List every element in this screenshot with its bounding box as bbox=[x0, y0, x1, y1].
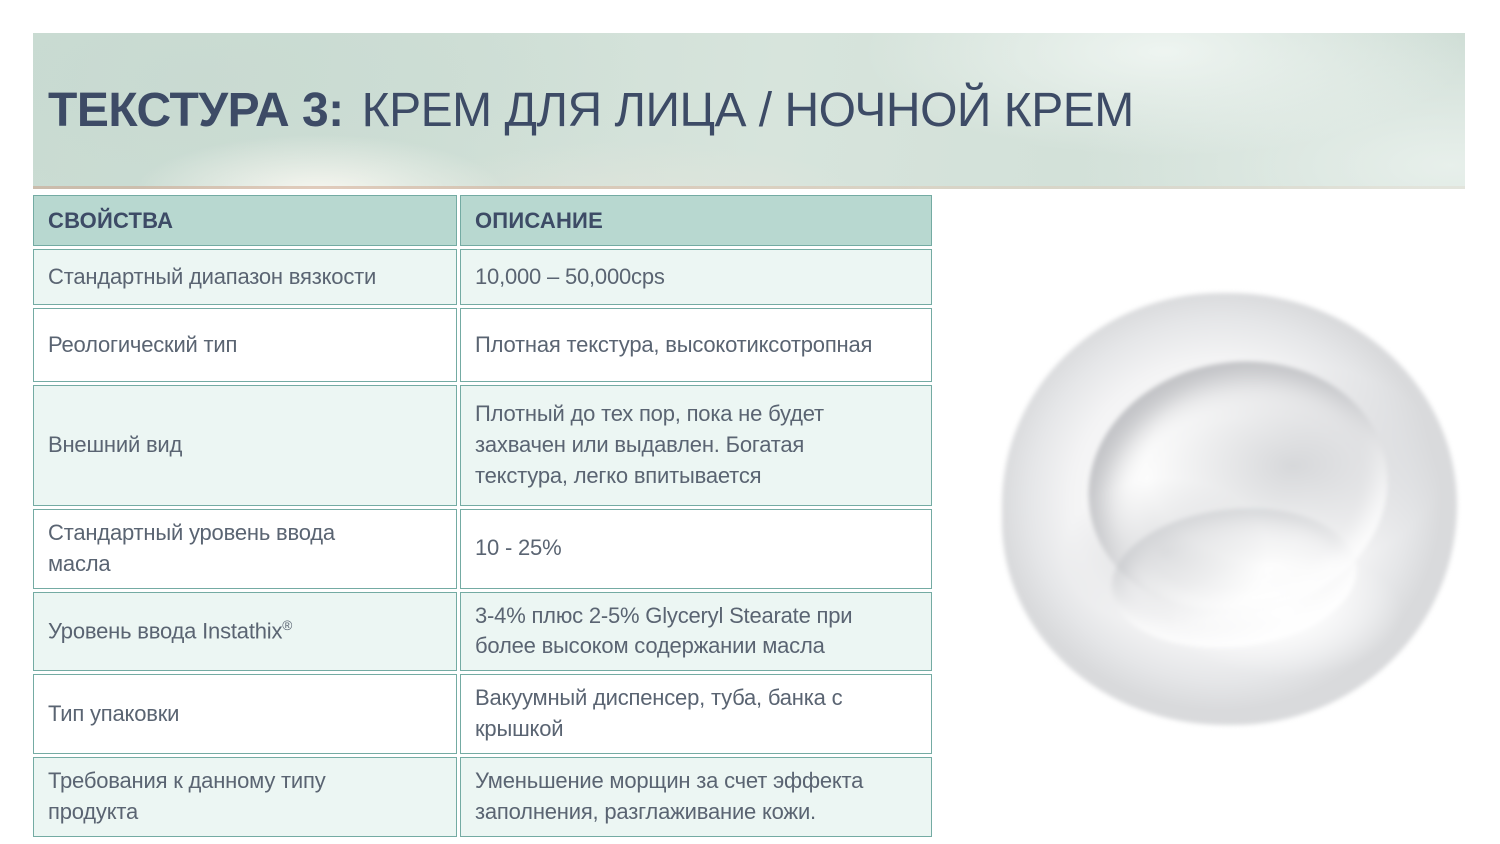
row-description-cell: 10 - 25% bbox=[460, 509, 932, 589]
table-row: Тип упаковки Вакуумный диспенсер, туба, б… bbox=[33, 674, 932, 754]
row-property-cell: Тип упаковки bbox=[33, 674, 457, 754]
row-description-cell: Уменьшение морщин за счет эффекта заполн… bbox=[460, 756, 932, 837]
row-description-cell: Плотный до тех пор, пока не будет захвач… bbox=[460, 385, 932, 506]
row-property-cell: Стандартный уровень ввода масла bbox=[33, 509, 457, 589]
slide-header-band: ТЕКСТУРА 3: КРЕМ ДЛЯ ЛИЦА / НОЧНОЙ КРЕМ bbox=[33, 33, 1465, 189]
row-description-cell: 10,000 – 50,000cps bbox=[460, 249, 932, 305]
page-title-prefix: ТЕКСТУРА 3: bbox=[48, 83, 344, 137]
page-title: ТЕКСТУРА 3: КРЕМ ДЛЯ ЛИЦА / НОЧНОЙ КРЕМ bbox=[33, 83, 1135, 138]
row-description-cell: Вакуумный диспенсер, туба, банка с крышк… bbox=[460, 674, 932, 754]
row-description-cell: Плотная текстура, высокотиксотропная bbox=[460, 308, 932, 382]
column-header-description: ОПИСАНИЕ bbox=[460, 195, 932, 246]
table-row: Уровень ввода Instathix® 3-4% плюс 2-5% G… bbox=[33, 591, 932, 672]
row-description-cell: 3-4% плюс 2-5% Glyceryl Stearate при бол… bbox=[460, 591, 932, 672]
column-header-properties: СВОЙСТВА bbox=[33, 195, 457, 246]
table-row: Внешний вид Плотный до тех пор, пока не б… bbox=[33, 385, 932, 506]
cream-swatch-image bbox=[1002, 293, 1457, 725]
row-property-cell: Требования к данному типу продукта bbox=[33, 756, 457, 837]
row-property-cell: Стандартный диапазон вязкости bbox=[33, 249, 457, 305]
table-row: Требования к данному типу продукта Уменьш… bbox=[33, 756, 932, 837]
properties-table: СВОЙСТВА ОПИСАНИЕ Стандартный диапазон в… bbox=[30, 192, 935, 840]
row-property-cell: Уровень ввода Instathix® bbox=[33, 591, 457, 672]
row-property-cell: Внешний вид bbox=[33, 385, 457, 506]
row-property-cell: Реологический тип bbox=[33, 308, 457, 382]
page-title-text: КРЕМ ДЛЯ ЛИЦА / НОЧНОЙ КРЕМ bbox=[361, 83, 1135, 137]
table-row: Стандартный диапазон вязкости 10,000 – 50… bbox=[33, 249, 932, 305]
table-row: Стандартный уровень ввода масла 10 - 25% bbox=[33, 509, 932, 589]
table-header-row: СВОЙСТВА ОПИСАНИЕ bbox=[33, 195, 932, 246]
table-row: Реологический тип Плотная текстура, высок… bbox=[33, 308, 932, 382]
